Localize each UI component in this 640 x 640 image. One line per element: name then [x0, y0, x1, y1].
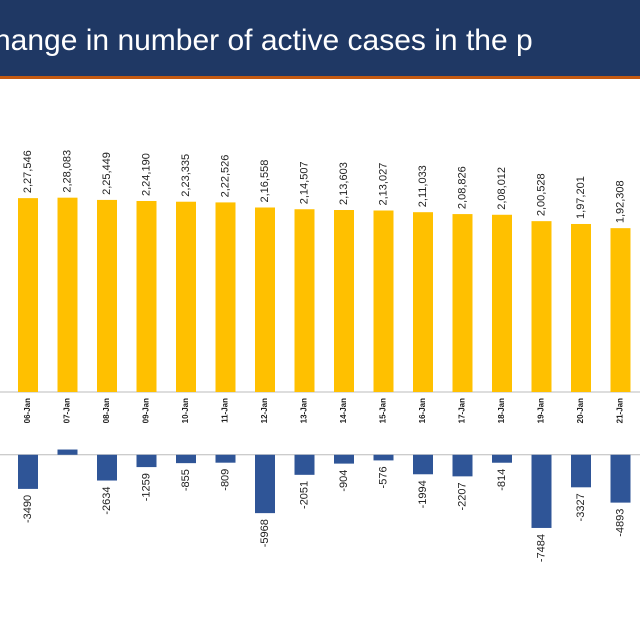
bar — [97, 454, 117, 481]
header-rule — [0, 76, 640, 79]
x-tick-label: 18-Jan — [497, 398, 506, 423]
value-label: -7484 — [535, 534, 547, 562]
value-label: 2,28,083 — [61, 150, 73, 193]
bar — [571, 223, 591, 392]
bar — [373, 210, 394, 392]
value-label: -814 — [496, 469, 508, 491]
value-label: -4893 — [614, 509, 626, 537]
value-label: 2,13,027 — [377, 163, 389, 206]
bar — [452, 454, 473, 477]
value-label: 2,27,546 — [22, 150, 34, 193]
x-tick-label: 07-Jan — [63, 398, 72, 423]
bar — [176, 454, 196, 464]
value-label: 2,23,335 — [180, 154, 192, 197]
bar — [136, 200, 157, 392]
bar — [57, 449, 78, 455]
value-label: 2,24,190 — [140, 153, 152, 196]
bar — [334, 454, 354, 464]
value-label: 1,97,201 — [575, 176, 587, 219]
bar — [492, 454, 512, 463]
value-label: 2,00,528 — [535, 173, 547, 216]
bar — [18, 198, 38, 392]
bar — [255, 207, 275, 392]
bar — [531, 221, 552, 392]
x-tick-label: 20-Jan — [576, 398, 585, 423]
x-tick-label: 21-Jan — [616, 398, 625, 423]
value-label: -2207 — [456, 482, 468, 510]
x-tick-label: 11-Jan — [221, 398, 230, 423]
value-label: 2,08,012 — [496, 167, 508, 210]
bar — [97, 199, 117, 392]
bar — [215, 454, 236, 463]
x-tick-label: 06-Jan — [23, 398, 32, 423]
bar — [373, 454, 394, 461]
bar — [255, 454, 275, 514]
header-bar — [0, 0, 640, 76]
bar — [18, 454, 38, 489]
value-label: -904 — [338, 470, 350, 492]
bar — [136, 454, 157, 468]
value-label: 2,11,033 — [417, 165, 429, 207]
value-label: 2,16,558 — [259, 160, 271, 203]
x-tick-label: 19-Jan — [537, 398, 546, 423]
value-label: -2051 — [298, 481, 310, 509]
value-label: -576 — [377, 466, 389, 488]
value-label: 2,14,507 — [298, 161, 310, 204]
x-tick-label: 13-Jan — [300, 398, 309, 423]
value-label: 2,13,603 — [338, 162, 350, 205]
x-tick-label: 08-Jan — [102, 398, 111, 423]
value-label: -3327 — [575, 493, 587, 521]
bar — [294, 454, 315, 475]
bar — [610, 228, 631, 392]
value-label: -1994 — [417, 480, 429, 508]
bar — [215, 202, 236, 392]
value-label: 2,25,449 — [101, 152, 113, 195]
bar — [176, 201, 196, 392]
value-label: 2,08,826 — [456, 166, 468, 209]
x-tick-label: 14-Jan — [339, 398, 348, 423]
value-label: 1,92,308 — [614, 180, 626, 223]
x-tick-label: 16-Jan — [418, 398, 427, 423]
chart-title: hange in number of active cases in the p — [0, 24, 533, 57]
bar — [413, 212, 433, 392]
value-label: -3490 — [22, 495, 34, 523]
value-label: -5968 — [259, 519, 271, 547]
x-tick-label: 12-Jan — [260, 398, 269, 423]
value-label: -1259 — [140, 473, 152, 501]
value-label: -809 — [219, 469, 231, 491]
x-tick-label: 09-Jan — [142, 398, 151, 423]
x-tick-label: 17-Jan — [458, 398, 467, 423]
x-tick-label: 10-Jan — [181, 398, 190, 423]
value-label: -855 — [180, 469, 192, 491]
bar — [571, 454, 591, 488]
x-tick-label: 15-Jan — [379, 398, 388, 423]
bar — [610, 454, 631, 503]
bar — [452, 214, 473, 392]
bar — [413, 454, 433, 475]
bar — [57, 197, 78, 392]
value-label: 2,22,526 — [219, 155, 231, 198]
bar — [531, 454, 552, 528]
bar — [294, 209, 315, 392]
bar — [334, 210, 354, 392]
bar — [492, 214, 512, 392]
value-label: -2634 — [101, 487, 113, 515]
